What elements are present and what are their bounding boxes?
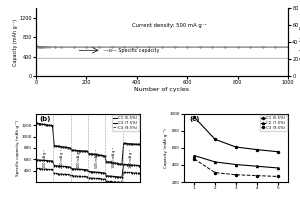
C3 (9.5%): [120, 181, 124, 183]
—o— Specific capacity: [38, 46, 42, 48]
C1 (5.5%): [35, 122, 39, 125]
Legend: C1 (5.5%), C2 (7.5%), C3 (9.5%): C1 (5.5%), C2 (7.5%), C3 (9.5%): [260, 115, 287, 131]
Text: 1000 mA g⁻¹: 1000 mA g⁻¹: [112, 147, 116, 168]
—o— Specific capacity: [248, 46, 252, 48]
—o— Specific capacity: [122, 46, 126, 48]
C1 (5.5%): [70, 149, 74, 151]
C1 (5.5%): [276, 151, 279, 153]
—o— Specific capacity: [59, 46, 63, 48]
C1 (5.5%): [61, 146, 65, 148]
—o— Specific capacity: [236, 46, 239, 48]
—o— Specific capacity: [39, 46, 43, 48]
C3 (9.5%): [234, 174, 238, 176]
C3 (9.5%): [52, 172, 56, 174]
C2 (7.5%): [234, 163, 238, 166]
Line: C3 (9.5%): C3 (9.5%): [37, 168, 139, 182]
Text: 500 mA g⁻¹: 500 mA g⁻¹: [95, 149, 99, 168]
—o— Specific capacity: [42, 46, 45, 48]
—o— Specific capacity: [148, 46, 151, 48]
Text: Current density: 500 mA g⁻¹: Current density: 500 mA g⁻¹: [132, 23, 206, 28]
C1 (5.5%): [64, 146, 68, 149]
C3 (9.5%): [137, 172, 141, 174]
—o— Specific capacity: [261, 46, 265, 48]
Legend: C1 (5.5%), C2 (7.5%), C3 (9.5%): C1 (5.5%), C2 (7.5%), C3 (9.5%): [112, 115, 139, 131]
—o— Specific capacity: [135, 46, 139, 48]
—o— Specific capacity: [286, 46, 290, 48]
Text: 200 mA g⁻¹: 200 mA g⁻¹: [60, 149, 64, 168]
—o— Specific capacity: [198, 46, 202, 48]
C2 (7.5%): [193, 154, 196, 157]
Text: 400 mA g⁻¹: 400 mA g⁻¹: [77, 149, 81, 168]
Y-axis label: Specific capacity (mAh g⁻¹): Specific capacity (mAh g⁻¹): [16, 120, 20, 176]
C1 (5.5%): [120, 163, 124, 166]
Line: C1 (5.5%): C1 (5.5%): [37, 123, 139, 164]
—o— Specific capacity: [110, 46, 113, 48]
C3 (9.5%): [68, 173, 72, 176]
Line: —o— Specific capacity: —o— Specific capacity: [35, 44, 289, 48]
C3 (9.5%): [70, 174, 74, 177]
C1 (5.5%): [52, 144, 56, 147]
Text: (b): (b): [39, 116, 50, 122]
—o— Specific capacity: [97, 46, 101, 48]
C1 (5.5%): [234, 146, 238, 148]
—o— Specific capacity: [44, 46, 48, 48]
Line: C2 (7.5%): C2 (7.5%): [193, 155, 279, 169]
C3 (9.5%): [64, 173, 68, 175]
—o— Specific capacity: [85, 46, 88, 48]
—o— Specific capacity: [72, 46, 76, 48]
C1 (5.5%): [213, 138, 217, 141]
C1 (5.5%): [99, 154, 103, 157]
C2 (7.5%): [64, 165, 68, 168]
—o— Specific capacity: [37, 46, 40, 48]
Text: 100 mA g⁻¹: 100 mA g⁻¹: [130, 149, 134, 168]
—o— Specific capacity: [173, 46, 176, 48]
Text: (c): (c): [189, 116, 200, 122]
C3 (9.5%): [255, 174, 259, 177]
C3 (9.5%): [276, 175, 279, 178]
Text: 100 mA g⁻¹: 100 mA g⁻¹: [43, 149, 47, 168]
Line: C2 (7.5%): C2 (7.5%): [37, 160, 139, 177]
—o— Specific capacity: [53, 46, 57, 48]
C2 (7.5%): [99, 171, 103, 174]
C1 (5.5%): [255, 148, 259, 151]
C2 (7.5%): [213, 161, 217, 163]
—o— Specific capacity: [40, 46, 44, 48]
C2 (7.5%): [255, 165, 259, 167]
—o— Specific capacity: [211, 46, 214, 48]
—o— Specific capacity: [35, 45, 39, 48]
C3 (9.5%): [213, 171, 217, 174]
—o— Specific capacity: [223, 46, 227, 48]
C2 (7.5%): [70, 167, 74, 170]
—o— Specific capacity: [185, 46, 189, 48]
C3 (9.5%): [35, 167, 39, 170]
Y-axis label: Capacity (mAh g⁻¹): Capacity (mAh g⁻¹): [13, 19, 18, 66]
Y-axis label: Capacity (mAh g⁻¹): Capacity (mAh g⁻¹): [164, 128, 168, 168]
C3 (9.5%): [99, 177, 103, 180]
C1 (5.5%): [137, 143, 141, 146]
—o— Specific capacity: [47, 46, 50, 48]
X-axis label: Number of cycles: Number of cycles: [134, 87, 190, 92]
C1 (5.5%): [193, 116, 196, 118]
Line: C3 (9.5%): C3 (9.5%): [193, 158, 279, 177]
C3 (9.5%): [193, 158, 196, 160]
C2 (7.5%): [61, 165, 65, 167]
Text: —o— Specific capacity: —o— Specific capacity: [104, 48, 159, 53]
—o— Specific capacity: [34, 44, 38, 46]
C2 (7.5%): [137, 164, 141, 167]
—o— Specific capacity: [160, 46, 164, 48]
—o— Specific capacity: [274, 46, 277, 48]
C2 (7.5%): [276, 167, 279, 169]
C3 (9.5%): [61, 173, 65, 175]
C2 (7.5%): [52, 164, 56, 167]
C2 (7.5%): [35, 159, 39, 161]
Line: C1 (5.5%): C1 (5.5%): [193, 116, 279, 153]
C2 (7.5%): [68, 166, 72, 168]
C1 (5.5%): [68, 147, 72, 149]
C2 (7.5%): [120, 176, 124, 178]
